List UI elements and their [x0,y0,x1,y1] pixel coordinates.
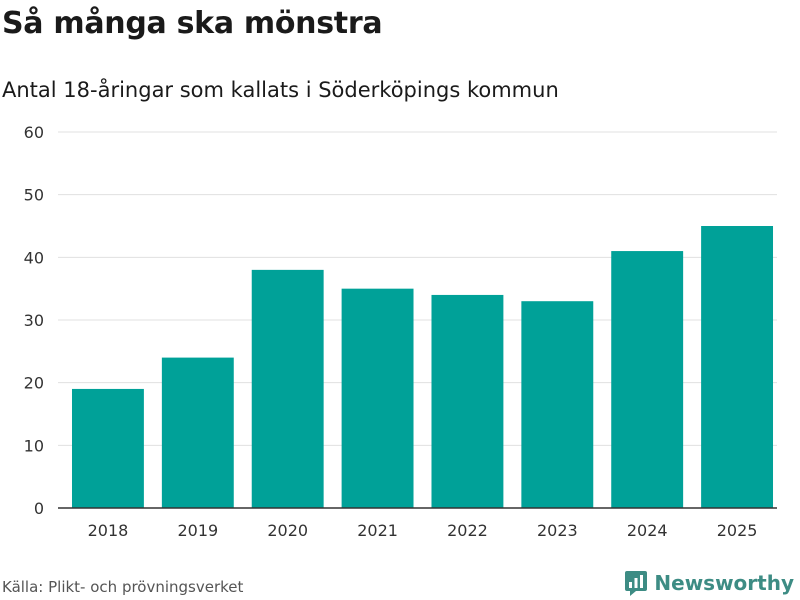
bar [71,388,144,508]
y-tick-label: 10 [24,436,44,455]
bar [161,357,234,508]
bar [431,294,504,508]
x-tick-label: 2024 [627,521,668,540]
source-note: Källa: Plikt- och prövningsverket [2,578,244,596]
x-axis-labels: 2018 2019 2020 2021 2022 2023 2024 2025 [88,521,758,540]
x-tick-label: 2018 [88,521,129,540]
bars [71,226,774,509]
y-axis-labels: 0 10 20 30 40 50 60 [24,123,44,518]
x-tick-label: 2021 [357,521,398,540]
bar [611,251,684,509]
y-tick-label: 0 [34,499,44,518]
bar [701,226,774,508]
bar [521,301,594,508]
x-tick-label: 2023 [537,521,578,540]
y-tick-label: 20 [24,374,44,393]
x-tick-label: 2020 [267,521,308,540]
bar [341,288,414,508]
brand-name: Newsworthy [654,571,794,595]
chart-title: Så många ska mönstra [2,6,383,41]
x-tick-label: 2019 [177,521,218,540]
brand: Newsworthy [624,569,794,597]
bar [251,269,324,508]
x-tick-label: 2025 [717,521,758,540]
y-tick-label: 60 [24,123,44,142]
y-tick-label: 40 [24,248,44,267]
x-tick-label: 2022 [447,521,488,540]
y-tick-label: 50 [24,186,44,205]
chart-subtitle: Antal 18-åringar som kallats i Söderköpi… [2,78,559,102]
newsworthy-logo-icon [625,571,648,596]
y-tick-label: 30 [24,311,44,330]
